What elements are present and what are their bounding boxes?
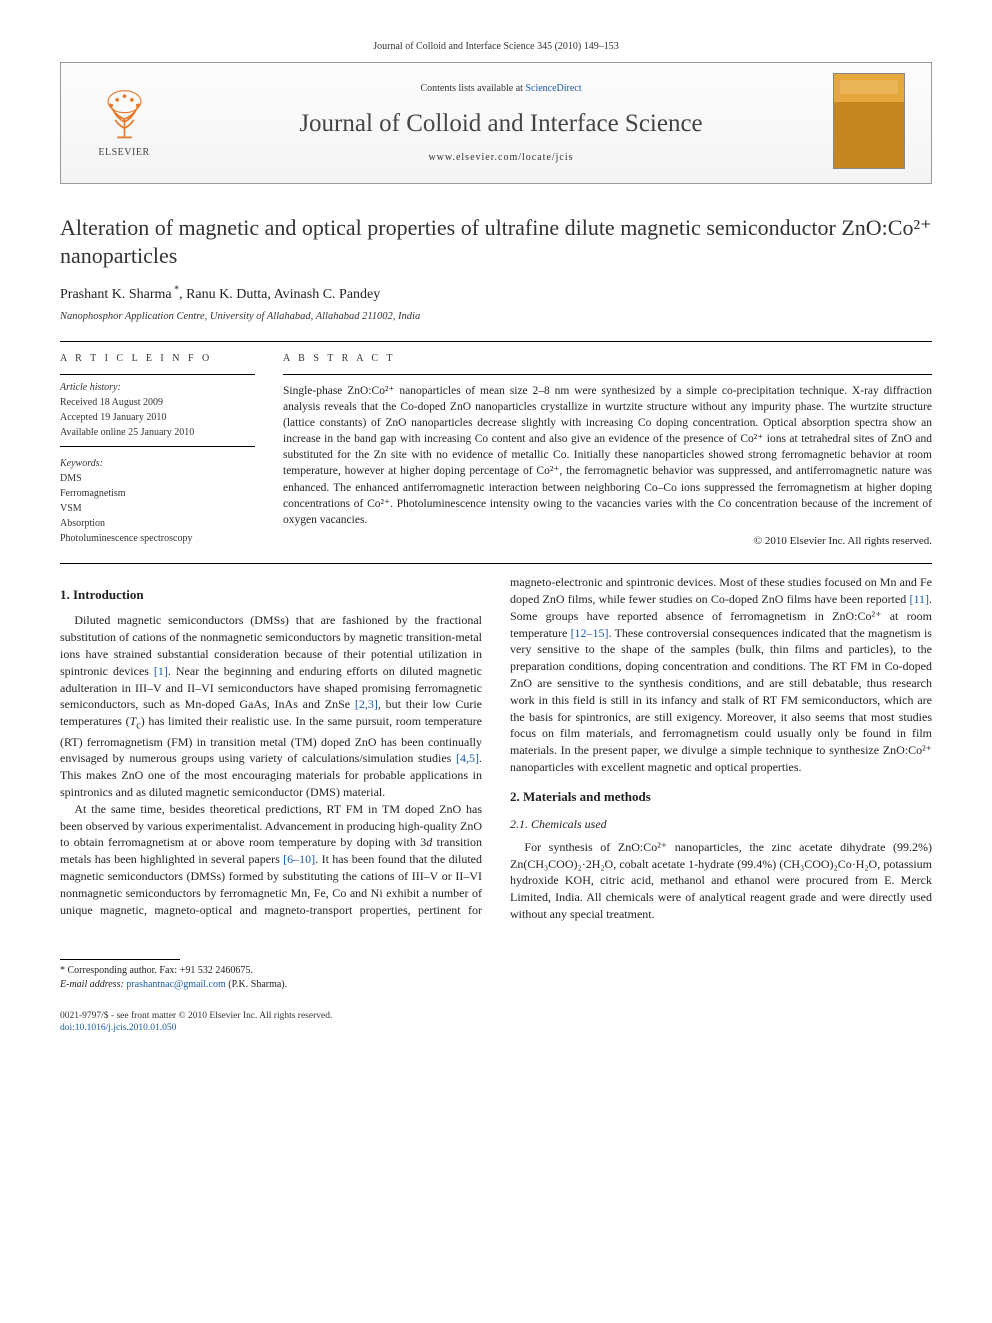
ref-link[interactable]: [11] (909, 592, 929, 606)
section-heading-mm: 2. Materials and methods (510, 788, 932, 806)
email-label: E-mail address: (60, 979, 124, 990)
footnote-separator (60, 959, 180, 960)
history-received: Received 18 August 2009 (60, 396, 255, 410)
footer-meta: 0021-9797/$ - see front matter © 2010 El… (60, 1010, 932, 1035)
keyword: DMS (60, 472, 255, 486)
article-info: A R T I C L E I N F O Article history: R… (60, 352, 255, 549)
publisher-logo-block: ELSEVIER (79, 87, 169, 160)
rule-bottom (60, 563, 932, 564)
author-names: Prashant K. Sharma *, Ranu K. Dutta, Avi… (60, 287, 380, 302)
publisher-name: ELSEVIER (98, 146, 149, 160)
author-list: Prashant K. Sharma *, Ranu K. Dutta, Avi… (60, 283, 932, 304)
ref-link[interactable]: [12–15] (571, 626, 609, 640)
keyword: Ferromagnetism (60, 487, 255, 501)
ref-link[interactable]: [1] (154, 664, 168, 678)
journal-cover-block (833, 73, 913, 173)
journal-banner: ELSEVIER Contents lists available at Sci… (60, 62, 932, 184)
keyword: Absorption (60, 517, 255, 531)
history-online: Available online 25 January 2010 (60, 426, 255, 440)
email-suffix: (P.K. Sharma). (226, 979, 287, 990)
email-link[interactable]: prashantnac@gmail.com (126, 979, 225, 990)
corr-email-line: E-mail address: prashantnac@gmail.com (P… (60, 978, 932, 992)
corr-fax: * Corresponding author. Fax: +91 532 246… (60, 964, 932, 978)
elsevier-tree-icon (97, 87, 152, 142)
ref-link[interactable]: [2,3] (355, 697, 378, 711)
rule-top (60, 341, 932, 342)
contents-line: Contents lists available at ScienceDirec… (169, 82, 833, 96)
subsection-heading-chem: 2.1. Chemicals used (510, 816, 932, 833)
doi-link[interactable]: doi:10.1016/j.jcis.2010.01.050 (60, 1023, 176, 1033)
ref-link[interactable]: [4,5] (456, 751, 479, 765)
history-accepted: Accepted 19 January 2010 (60, 411, 255, 425)
abstract-body: Single-phase ZnO:Co²⁺ nanoparticles of m… (283, 383, 932, 528)
corresponding-footnote: * Corresponding author. Fax: +91 532 246… (60, 964, 932, 992)
keyword: Photoluminescence spectroscopy (60, 532, 255, 546)
ref-link[interactable]: [6–10] (283, 852, 315, 866)
abstract: A B S T R A C T Single-phase ZnO:Co²⁺ na… (283, 352, 932, 549)
body-columns: 1. Introduction Diluted magnetic semicon… (60, 574, 932, 923)
intro-paragraph: Diluted magnetic semiconductors (DMSs) t… (60, 612, 482, 800)
section-heading-intro: 1. Introduction (60, 586, 482, 604)
abstract-copyright: © 2010 Elsevier Inc. All rights reserved… (283, 534, 932, 549)
chem-paragraph: For synthesis of ZnO:Co²⁺ nanoparticles,… (510, 839, 932, 923)
front-matter-line: 0021-9797/$ - see front matter © 2010 El… (60, 1010, 932, 1022)
contents-prefix: Contents lists available at (420, 83, 525, 94)
sciencedirect-link[interactable]: ScienceDirect (525, 83, 581, 94)
journal-url: www.elsevier.com/locate/jcis (169, 151, 833, 165)
affiliation: Nanophosphor Application Centre, Univers… (60, 310, 932, 325)
keyword: VSM (60, 502, 255, 516)
journal-cover-icon (833, 73, 905, 169)
banner-center: Contents lists available at ScienceDirec… (169, 82, 833, 165)
abstract-heading: A B S T R A C T (283, 352, 932, 366)
article-info-heading: A R T I C L E I N F O (60, 352, 255, 366)
article-title: Alteration of magnetic and optical prope… (60, 214, 932, 269)
history-label: Article history: (60, 381, 255, 395)
running-header: Journal of Colloid and Interface Science… (60, 40, 932, 54)
journal-name: Journal of Colloid and Interface Science (169, 106, 833, 141)
keywords-label: Keywords: (60, 457, 255, 471)
